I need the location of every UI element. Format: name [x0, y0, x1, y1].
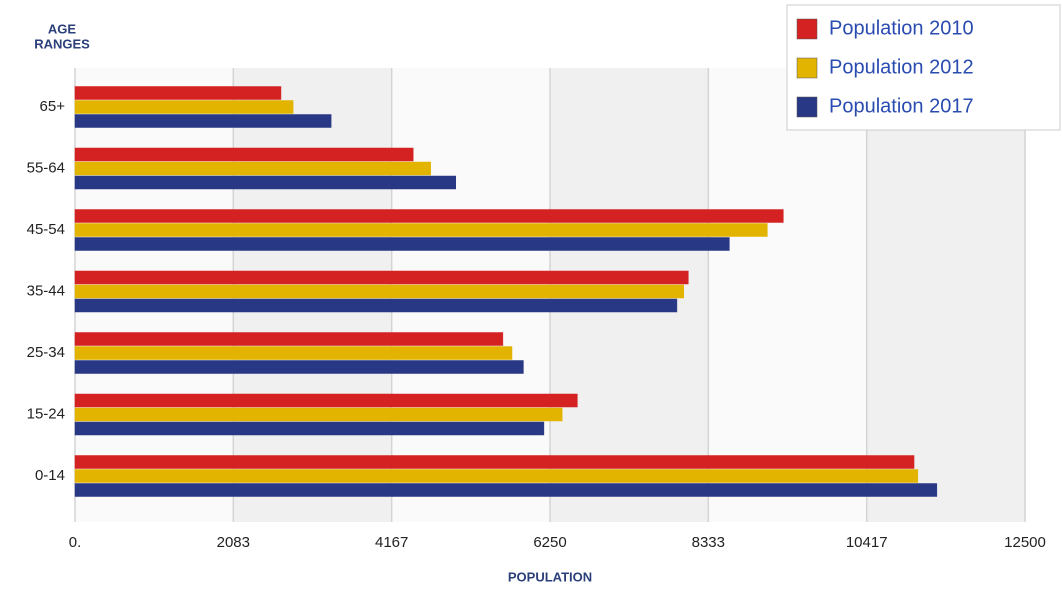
legend-box: [786, 4, 1061, 131]
bar: [74, 407, 563, 422]
bar: [74, 270, 689, 285]
y-axis-title: RANGES: [34, 36, 90, 51]
y-tick-label: 55-64: [27, 159, 65, 176]
marks: [74, 86, 938, 497]
x-tick-label: 8333: [692, 534, 725, 551]
x-tick-label: 4167: [375, 534, 408, 551]
bar: [74, 209, 784, 223]
bar: [74, 237, 730, 251]
bar: [74, 86, 282, 100]
y-tick-label: 15-24: [27, 405, 65, 422]
plot-band: [866, 68, 1025, 522]
x-tick-label: 12500: [1004, 534, 1046, 551]
y-axis-title: AGE: [48, 21, 77, 36]
y-tick-label: 35-44: [27, 282, 65, 299]
bar: [74, 393, 578, 408]
x-tick-label: 6250: [533, 534, 566, 551]
legend-label: Population 2017: [829, 95, 974, 117]
y-tick-label: 45-54: [27, 221, 65, 238]
bar: [74, 161, 431, 176]
bar: [74, 114, 332, 128]
bar: [74, 421, 545, 436]
bar: [74, 455, 915, 469]
bar: [74, 360, 524, 374]
bar: [74, 100, 294, 114]
x-tick-label: 2083: [217, 534, 250, 551]
bar: [74, 175, 457, 190]
y-tick-label: 25-34: [27, 344, 65, 361]
bar: [74, 483, 938, 497]
legend-label: Population 2010: [829, 17, 974, 39]
y-tick-label: 65+: [40, 98, 66, 115]
bar: [74, 147, 414, 162]
x-tick-label: 10417: [846, 534, 888, 551]
y-tick-label: 0-14: [35, 467, 65, 484]
legend-swatch: [796, 96, 818, 118]
bar: [74, 332, 504, 346]
plot-band: [708, 68, 867, 522]
bar: [74, 298, 678, 313]
bar: [74, 223, 768, 237]
legend-swatch: [796, 57, 818, 79]
bar: [74, 469, 919, 483]
bar: [74, 284, 685, 299]
x-axis-title: POPULATION: [508, 569, 592, 584]
x-tick-label: 0.: [69, 534, 82, 551]
bar: [74, 346, 513, 360]
legend-swatch: [796, 18, 818, 40]
legend-label: Population 2012: [829, 56, 974, 78]
